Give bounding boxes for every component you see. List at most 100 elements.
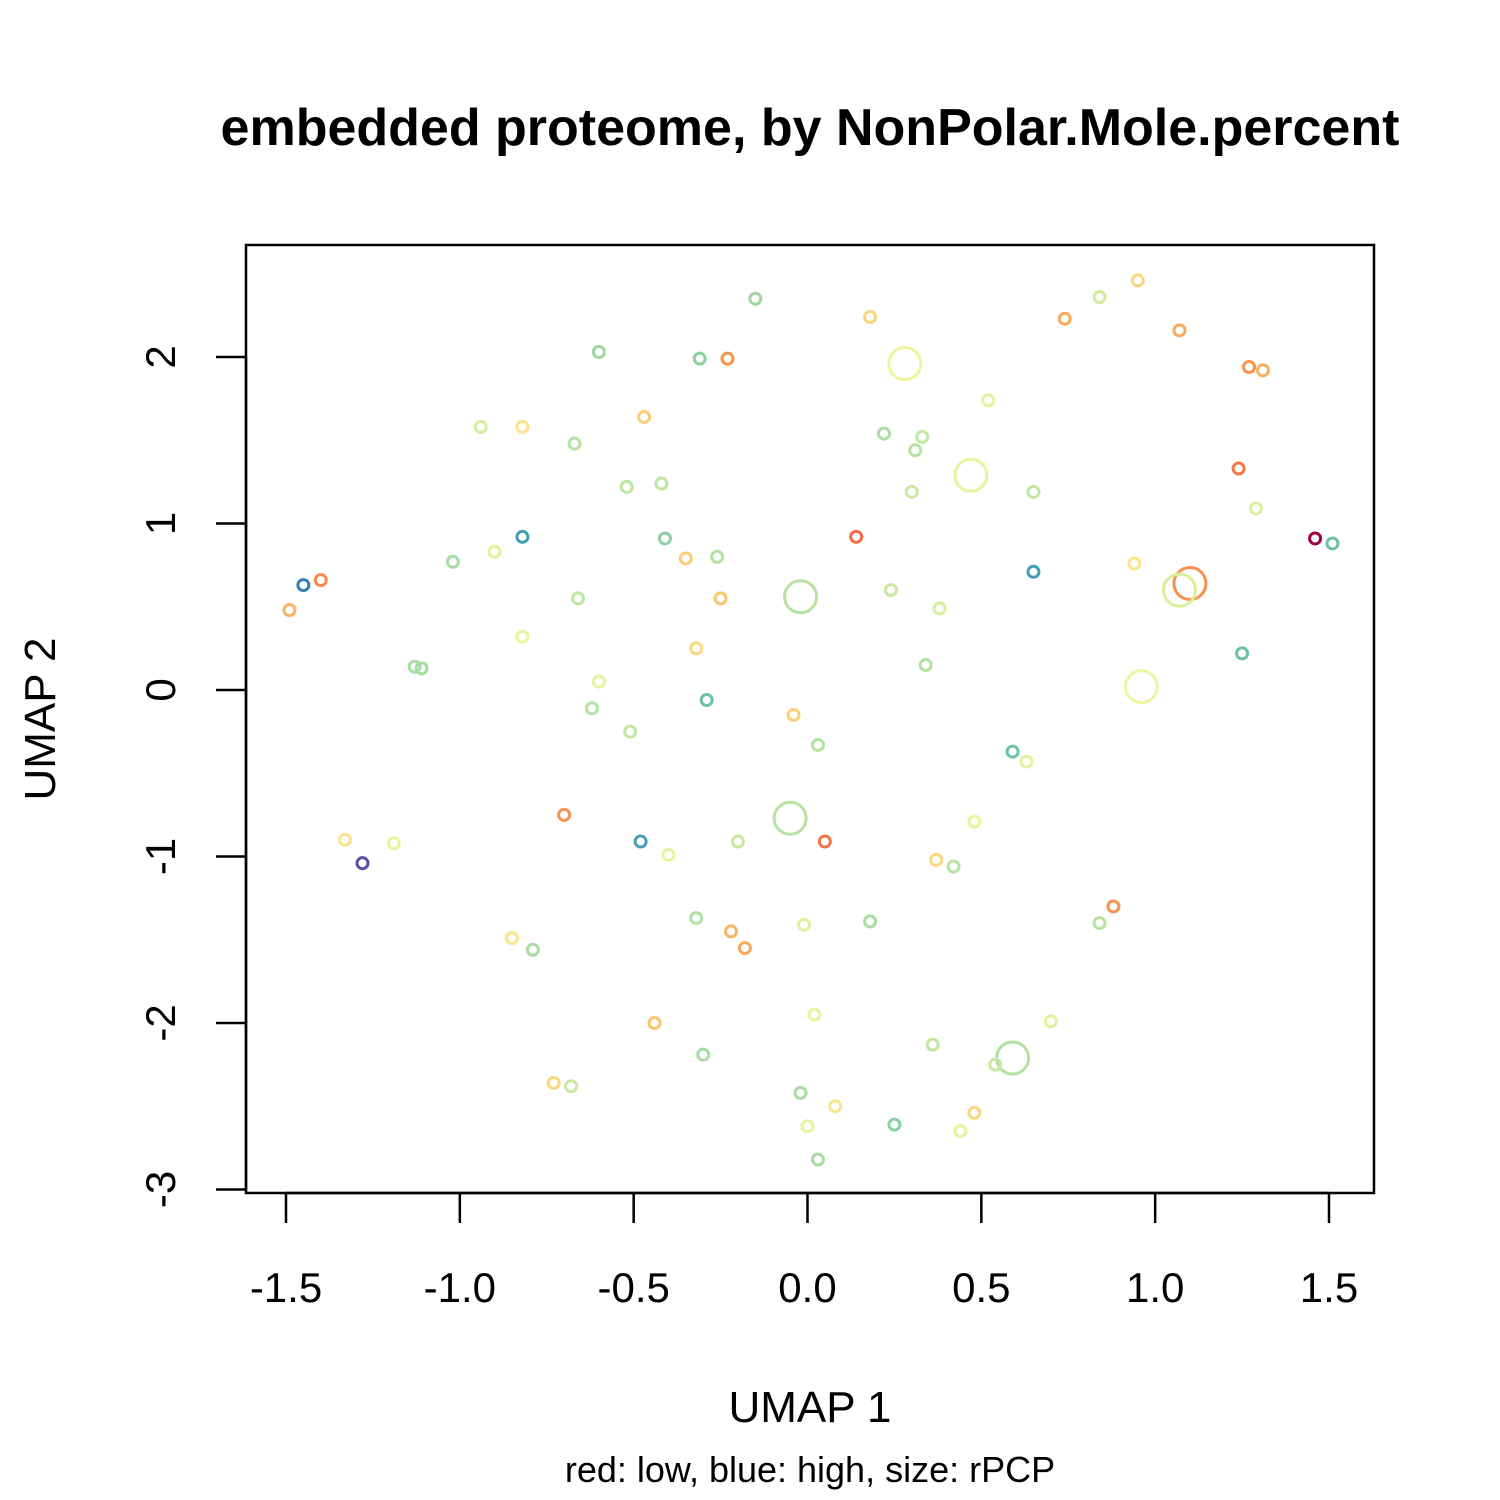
data-point bbox=[407, 659, 422, 674]
data-point bbox=[591, 674, 606, 689]
data-point bbox=[515, 629, 530, 644]
x-tick-label: 0.0 bbox=[778, 1264, 836, 1311]
data-point bbox=[515, 419, 530, 434]
data-point bbox=[981, 393, 996, 408]
data-point bbox=[1255, 363, 1270, 378]
data-point bbox=[876, 426, 891, 441]
data-point bbox=[1092, 290, 1107, 305]
data-point bbox=[654, 476, 669, 491]
data-point bbox=[828, 1099, 843, 1114]
x-tick-label: -1.5 bbox=[250, 1264, 322, 1311]
data-point bbox=[932, 601, 947, 616]
data-point bbox=[696, 1047, 711, 1062]
data-point bbox=[1005, 744, 1020, 759]
data-point bbox=[967, 814, 982, 829]
data-point bbox=[487, 544, 502, 559]
data-point bbox=[1325, 536, 1340, 551]
data-point bbox=[637, 409, 652, 424]
data-point bbox=[504, 931, 519, 946]
data-point bbox=[515, 529, 530, 544]
data-point bbox=[863, 914, 878, 929]
data-point bbox=[737, 941, 752, 956]
data-point bbox=[386, 836, 401, 851]
data-point bbox=[713, 591, 728, 606]
data-point bbox=[692, 351, 707, 366]
data-point bbox=[282, 603, 297, 618]
data-point bbox=[953, 457, 989, 493]
data-point bbox=[1231, 461, 1246, 476]
data-point bbox=[546, 1075, 561, 1090]
data-point bbox=[689, 641, 704, 656]
data-point bbox=[908, 443, 923, 458]
data-point bbox=[1172, 565, 1208, 601]
data-point bbox=[817, 834, 832, 849]
x-tick-label: 1.5 bbox=[1300, 1264, 1358, 1311]
data-point bbox=[296, 578, 311, 593]
data-point bbox=[887, 1117, 902, 1132]
y-axis-label: UMAP 2 bbox=[16, 637, 65, 800]
y-tick-label: -2 bbox=[137, 1004, 184, 1041]
data-point bbox=[710, 549, 725, 564]
data-point bbox=[619, 479, 634, 494]
data-point bbox=[584, 701, 599, 716]
data-point bbox=[783, 579, 819, 615]
data-point bbox=[557, 807, 572, 822]
x-axis: -1.5 -1.0 -0.5 0.0 0.5 1.0 1.5 bbox=[250, 1191, 1358, 1311]
data-point bbox=[313, 573, 328, 588]
data-point bbox=[849, 529, 864, 544]
data-point bbox=[1235, 646, 1250, 661]
data-point bbox=[647, 1016, 662, 1030]
data-point bbox=[967, 1105, 982, 1120]
data-point bbox=[591, 345, 606, 360]
y-tick-label: 0 bbox=[137, 678, 184, 701]
data-point bbox=[863, 310, 878, 325]
data-point bbox=[1248, 501, 1263, 516]
data-point bbox=[1026, 564, 1041, 579]
data-point bbox=[988, 1057, 1003, 1072]
data-point bbox=[807, 1007, 822, 1022]
x-tick-label: -1.0 bbox=[424, 1264, 496, 1311]
y-tick-label: -3 bbox=[137, 1171, 184, 1208]
data-point bbox=[355, 856, 370, 871]
data-point bbox=[564, 1079, 579, 1094]
x-tick-label: 0.5 bbox=[952, 1264, 1010, 1311]
points-layer bbox=[282, 273, 1340, 1167]
data-point bbox=[883, 583, 898, 598]
data-point bbox=[953, 1124, 968, 1139]
data-point bbox=[772, 800, 808, 836]
data-point bbox=[678, 551, 693, 566]
data-point bbox=[918, 658, 933, 673]
data-point bbox=[699, 692, 714, 707]
x-tick-label: -0.5 bbox=[597, 1264, 669, 1311]
data-point bbox=[567, 436, 582, 451]
data-point bbox=[661, 847, 676, 862]
data-point bbox=[904, 484, 919, 499]
data-point bbox=[1026, 484, 1041, 499]
data-point bbox=[793, 1085, 808, 1100]
y-tick-label: 2 bbox=[137, 345, 184, 368]
chart-title: embedded proteome, by NonPolar.Mole.perc… bbox=[221, 99, 1400, 157]
x-axis-label: UMAP 1 bbox=[728, 1383, 891, 1432]
data-point bbox=[995, 1040, 1031, 1076]
data-point bbox=[1019, 754, 1034, 769]
data-point bbox=[720, 351, 735, 366]
y-axis: -3 -2 -1 0 1 2 bbox=[137, 345, 248, 1208]
data-point bbox=[800, 1119, 815, 1134]
data-point bbox=[1106, 899, 1121, 914]
plot-area bbox=[244, 243, 1376, 1195]
data-point bbox=[571, 591, 586, 606]
data-point bbox=[929, 852, 944, 867]
data-point bbox=[1130, 273, 1145, 288]
data-point bbox=[1123, 669, 1159, 705]
data-point bbox=[1172, 323, 1187, 338]
data-point bbox=[786, 707, 801, 722]
data-point bbox=[810, 1152, 825, 1167]
data-point bbox=[525, 942, 540, 957]
data-point bbox=[633, 834, 648, 849]
data-point bbox=[1308, 531, 1323, 546]
data-point bbox=[1242, 359, 1257, 374]
data-point bbox=[915, 429, 930, 444]
data-point bbox=[623, 724, 638, 739]
data-point bbox=[724, 924, 739, 939]
